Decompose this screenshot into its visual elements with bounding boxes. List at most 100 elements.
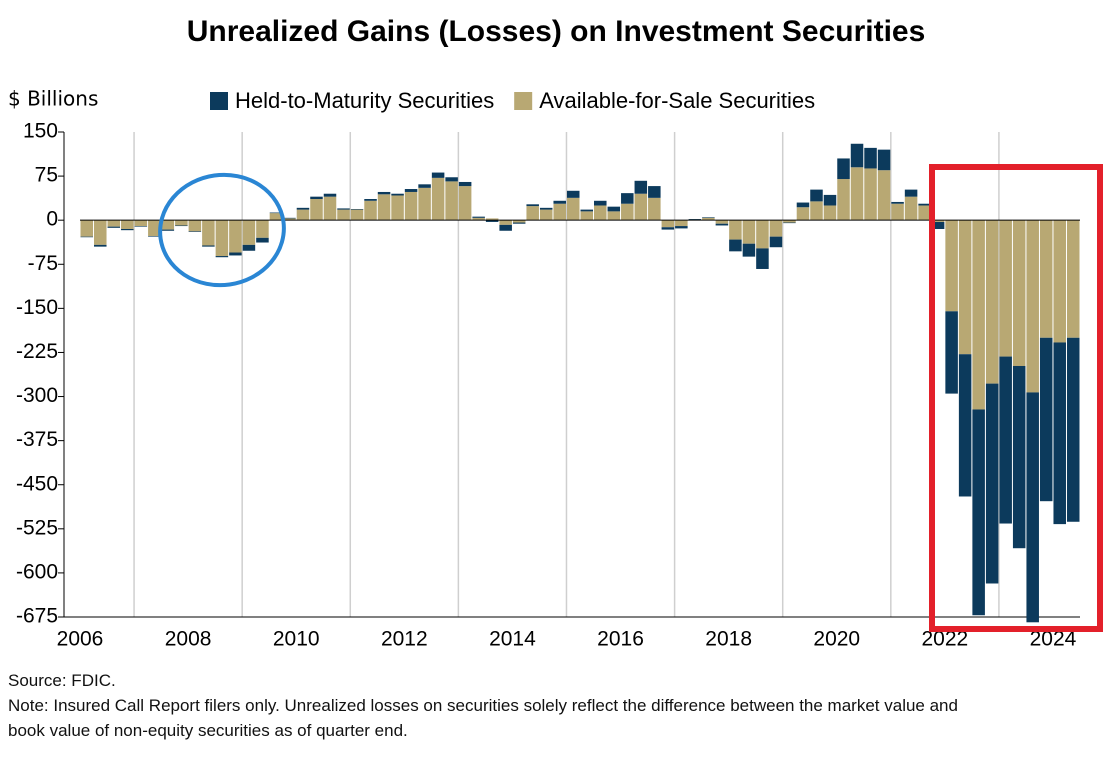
y-tick-label: 150 <box>23 120 58 143</box>
x-tick-label: 2010 <box>273 628 320 651</box>
bar-segment <box>877 149 891 171</box>
bar-segment <box>648 197 661 221</box>
x-tick-label: 2008 <box>165 628 212 651</box>
legend-label: Held-to-Maturity Securities <box>235 88 494 113</box>
bar-segment <box>323 193 337 197</box>
bar-segment <box>715 223 729 226</box>
bar-segment <box>594 205 607 221</box>
bar-segment <box>472 217 485 221</box>
bar-segment <box>958 220 972 355</box>
bar-segment <box>350 209 364 221</box>
bar-segment <box>783 220 796 223</box>
bar-segment <box>715 220 729 224</box>
bar-segment <box>999 356 1012 524</box>
bar-segment <box>945 220 958 312</box>
y-tick-label: -525 <box>16 516 58 539</box>
bar-segment <box>566 190 580 198</box>
bar-segment <box>796 202 810 208</box>
bar-segment <box>607 206 621 212</box>
bar-segment <box>837 179 850 221</box>
bar-segment <box>512 222 526 224</box>
bar-segment <box>661 220 675 228</box>
bar-segment <box>945 311 958 394</box>
bar-segment <box>594 200 607 206</box>
bar-segment <box>121 229 134 231</box>
bar-segment <box>539 207 553 210</box>
y-axis-label: $ Billions <box>8 87 98 111</box>
bar-segment <box>553 203 566 221</box>
bar-segment <box>810 189 823 202</box>
chart: Unrealized Gains (Losses) on Investment … <box>8 15 1103 651</box>
bar-segment <box>796 207 810 221</box>
bar-segment <box>553 200 566 204</box>
bar-segment <box>904 196 918 221</box>
bar-segment <box>161 229 175 231</box>
bar-segment <box>134 220 148 227</box>
bar-segment <box>1066 220 1080 338</box>
bar-segment <box>634 193 648 221</box>
bar-segment <box>918 205 931 221</box>
x-tick-label: 2016 <box>597 628 644 651</box>
bar-segment <box>472 216 485 218</box>
x-tick-label: 2022 <box>922 628 969 651</box>
legend-swatch <box>210 92 228 110</box>
bar-segment <box>310 196 323 200</box>
bar-segment <box>918 203 931 206</box>
bar-segment <box>931 221 945 229</box>
bar-segment <box>148 236 161 237</box>
legend: Held-to-Maturity Securities Available-for… <box>210 88 815 113</box>
bar-segment <box>756 248 769 269</box>
bar-segment <box>418 184 431 188</box>
bar-segment <box>148 220 161 237</box>
bar-segment <box>729 239 742 252</box>
bar-segment <box>350 209 364 210</box>
bar-segment <box>783 222 796 224</box>
bar-segment <box>229 252 242 256</box>
bar-segment <box>107 226 121 228</box>
bar-segment <box>458 186 472 221</box>
bar-segment <box>80 220 94 237</box>
bar-segment <box>999 220 1012 357</box>
bar-segment <box>729 220 742 240</box>
y-tick-label: -675 <box>16 605 58 628</box>
bar-segment <box>931 220 945 222</box>
bar-segment <box>296 207 310 210</box>
bar-segment <box>864 168 877 221</box>
bar-segment <box>377 191 391 195</box>
bar-segment <box>850 143 864 168</box>
bar-segment <box>323 196 337 221</box>
bar-segment <box>269 213 283 221</box>
y-tick-label: 0 <box>46 208 58 231</box>
bar-segment <box>94 244 107 247</box>
bar-segment <box>485 220 499 222</box>
bar-segment <box>1053 342 1066 525</box>
legend-label: Available-for-Sale Securities <box>539 88 815 113</box>
bar-segment <box>1026 220 1039 393</box>
hand-drawn-circle <box>158 172 286 288</box>
bar-segment <box>904 189 918 197</box>
bar-segment <box>539 209 553 221</box>
bar-segment <box>810 201 823 221</box>
bar-segment <box>526 204 539 207</box>
y-tick-label: -300 <box>16 384 58 407</box>
bar-segment <box>337 209 350 221</box>
bar-segment <box>175 225 188 227</box>
bar-segment <box>864 147 877 169</box>
bar-segment <box>121 220 134 229</box>
bar-segment <box>661 227 675 230</box>
bar-segment <box>675 220 688 227</box>
bar-segment <box>526 206 539 221</box>
bar-segment <box>1053 220 1066 343</box>
note: Note: Insured Call Report filers only. U… <box>8 696 958 740</box>
bar-segment <box>161 220 175 230</box>
bar-segment <box>310 199 323 221</box>
y-tick-label: -150 <box>16 296 58 319</box>
bar-segment <box>580 211 594 221</box>
bar-segment <box>499 224 512 231</box>
bar-segment <box>215 220 229 257</box>
bar-segment <box>566 197 580 221</box>
bar-segment <box>1066 337 1080 522</box>
bar-segment <box>1039 220 1053 338</box>
bar-segment <box>769 220 783 237</box>
